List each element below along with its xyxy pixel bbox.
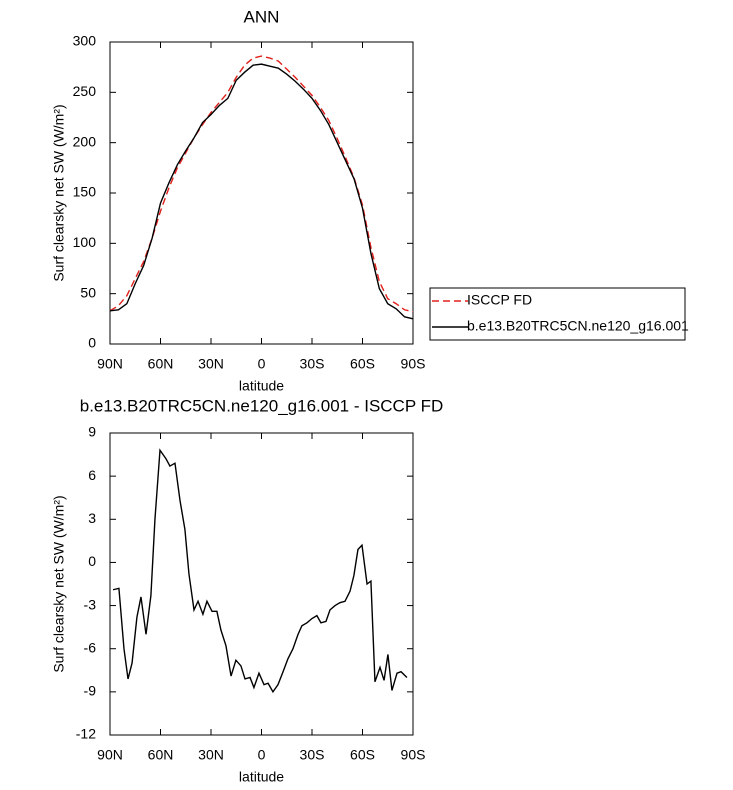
y-axis-label: Surf clearsky net SW (W/m²) xyxy=(51,104,67,281)
x-tick-label: 0 xyxy=(258,747,266,763)
y-tick-label: 100 xyxy=(73,234,97,250)
x-axis-label: latitude xyxy=(239,769,284,785)
x-tick-label: 60N xyxy=(148,356,174,372)
y-axis-label: Surf clearsky net SW (W/m²) xyxy=(51,495,67,672)
data-line xyxy=(109,55,414,313)
y-tick-label: 0 xyxy=(88,335,96,351)
y-tick-label: 150 xyxy=(73,184,97,200)
data-line xyxy=(112,448,408,694)
y-tick-label: 300 xyxy=(73,33,97,49)
y-tick-label: -12 xyxy=(76,726,96,742)
x-tick-label: 90N xyxy=(97,356,123,372)
chart-title: b.e13.B20TRC5CN.ne120_g16.001 - ISCCP FD xyxy=(80,396,444,415)
chart-title: ANN xyxy=(244,7,280,26)
y-tick-label: 250 xyxy=(73,83,97,99)
y-tick-label: -6 xyxy=(84,639,97,655)
x-tick-label: 90N xyxy=(97,747,123,763)
x-tick-label: 90S xyxy=(401,747,426,763)
x-tick-label: 30S xyxy=(300,747,325,763)
plot-frame xyxy=(109,432,414,736)
x-tick-label: 30N xyxy=(198,747,224,763)
x-tick-label: 90S xyxy=(401,356,426,372)
y-tick-label: -3 xyxy=(84,596,97,612)
x-tick-label: 60S xyxy=(350,356,375,372)
y-tick-label: 50 xyxy=(80,284,96,300)
x-tick-label: 60N xyxy=(148,747,174,763)
x-tick-label: 0 xyxy=(258,356,266,372)
x-tick-label: 30N xyxy=(198,356,224,372)
y-tick-label: 3 xyxy=(88,510,96,526)
y-tick-label: 200 xyxy=(73,133,97,149)
x-tick-label: 30S xyxy=(300,356,325,372)
y-tick-label: -9 xyxy=(84,683,97,699)
x-axis-label: latitude xyxy=(239,378,284,394)
y-tick-label: 9 xyxy=(88,424,96,440)
legend-label: b.e13.B20TRC5CN.ne120_g16.001 xyxy=(467,318,689,334)
y-tick-label: 6 xyxy=(88,467,96,483)
y-tick-label: 0 xyxy=(88,553,96,569)
plot-frame xyxy=(109,41,414,345)
legend-box xyxy=(429,287,686,341)
data-line xyxy=(109,63,414,320)
legend-label: ISCCP FD xyxy=(467,292,532,308)
x-tick-label: 60S xyxy=(350,747,375,763)
